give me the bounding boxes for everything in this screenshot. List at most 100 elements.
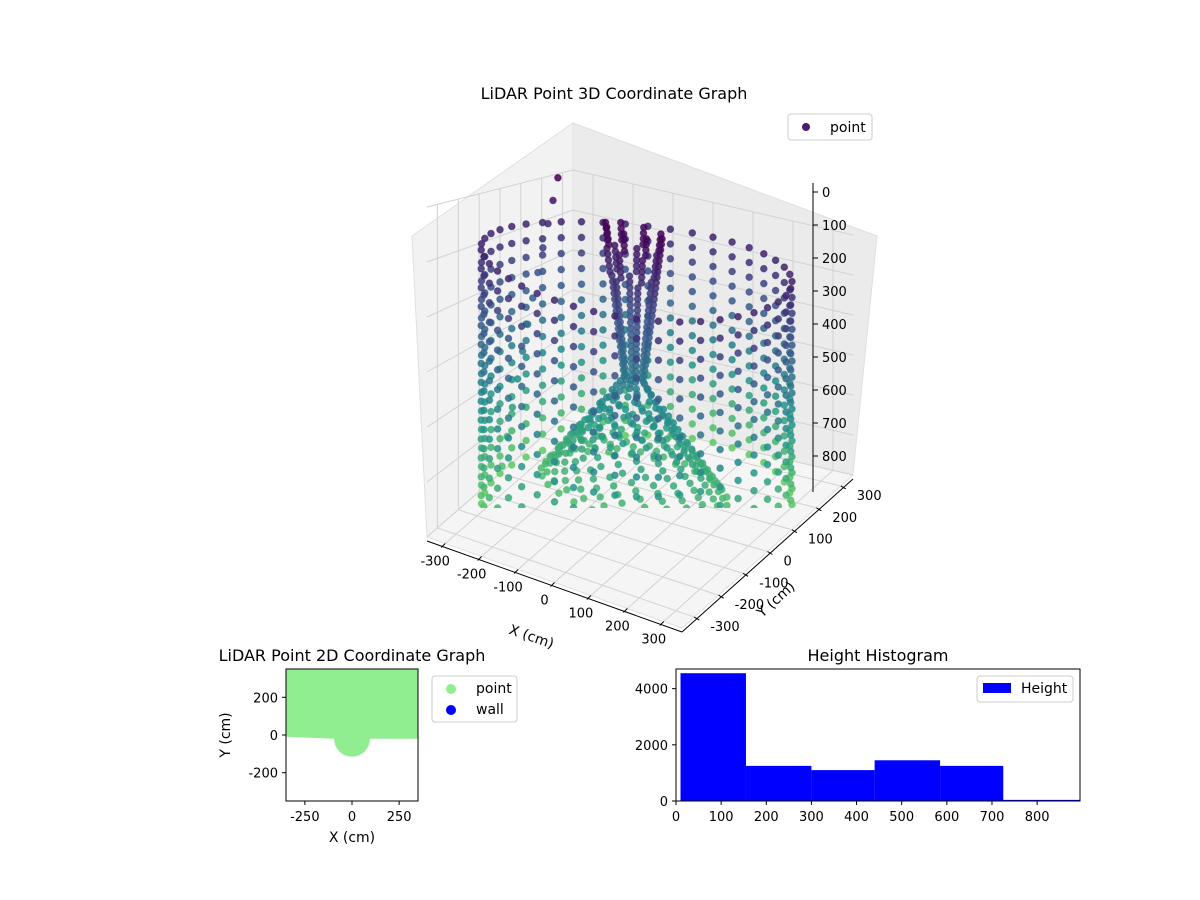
point-3d: [480, 483, 488, 492]
legend-wall-swatch: [446, 705, 456, 715]
point-3d: [782, 374, 790, 383]
point-3d: [750, 326, 758, 335]
y-tick-3d: [693, 616, 700, 621]
point-3d: [611, 491, 619, 500]
x-tick-3d: [623, 608, 628, 613]
point-3d: [696, 317, 705, 326]
point-3d: [618, 499, 626, 508]
point-3d: [709, 365, 717, 374]
point-3d: [654, 453, 663, 462]
point-3d: [745, 258, 754, 267]
point-3d: [481, 234, 489, 243]
plot-histogram: Height Histogram 0 100 200 300 400 500 600 700 8…: [635, 646, 1081, 825]
point-3d: [782, 458, 790, 466]
point-3d: [688, 243, 697, 252]
point-3d: [517, 382, 526, 391]
z-tick-label-3d: 100: [822, 219, 847, 234]
point-3d: [480, 368, 488, 376]
point-3d: [543, 468, 551, 476]
point-3d: [493, 287, 502, 295]
point-3d: [493, 326, 502, 335]
point-3d: [676, 337, 684, 346]
y-tick-label-3d: 300: [857, 489, 882, 504]
point-3d: [504, 454, 513, 462]
point-3d: [588, 505, 596, 508]
plot-3d: LiDAR Point 3D Coordinate Graph -300 -200…: [411, 84, 882, 652]
point-3d: [493, 484, 502, 493]
point-3d: [728, 370, 736, 379]
point-3d: [668, 426, 676, 434]
point-3d: [786, 463, 795, 472]
point-3d: [557, 393, 566, 401]
point-3d: [557, 409, 566, 417]
x-tick-label-hist: 600: [934, 810, 959, 825]
point-3d: [709, 380, 717, 388]
point-3d: [632, 315, 641, 324]
point-3d: [786, 496, 795, 505]
point-3d: [728, 311, 736, 320]
point-3d: [696, 355, 705, 364]
y-tick-label-3d: 200: [832, 511, 857, 526]
point-3d: [728, 282, 736, 291]
point-3d: [780, 278, 789, 287]
point-3d: [577, 327, 586, 335]
point-3d: [650, 422, 658, 430]
point-3d: [632, 433, 641, 442]
point-3d: [577, 311, 586, 320]
point-3d: [666, 402, 675, 411]
point-3d: [696, 487, 705, 496]
point-3d: [477, 473, 486, 481]
point-3d: [496, 243, 504, 251]
point-3d: [647, 391, 655, 400]
x-tick-label-3d: 200: [605, 620, 630, 635]
point-3d: [688, 331, 697, 340]
point-3d: [599, 326, 607, 334]
point-3d: [562, 449, 570, 458]
point-3d: [632, 374, 641, 383]
point-3d: [606, 443, 615, 452]
point-3d: [513, 375, 522, 383]
point-3d: [504, 434, 513, 442]
point-3d: [688, 302, 697, 311]
point-3d: [577, 280, 586, 289]
point-3d: [557, 377, 566, 385]
point-3d: [669, 482, 678, 490]
point-3d: [599, 264, 607, 273]
point-3d: [637, 465, 645, 474]
point-3d: [605, 405, 614, 413]
point-3d: [780, 263, 789, 272]
point-3d: [589, 468, 598, 476]
point-3d: [640, 429, 649, 437]
point-3d: [716, 390, 724, 398]
point-3d: [504, 494, 513, 502]
y-tick-label-3d: -300: [710, 620, 740, 635]
point-3d: [688, 273, 697, 281]
point-3d: [642, 444, 651, 452]
point-3d: [578, 427, 587, 436]
point-3d: [632, 493, 641, 501]
point-3d: [680, 460, 689, 468]
point-3d: [522, 270, 530, 278]
point-3d: [508, 403, 517, 412]
point-3d: [538, 365, 547, 373]
z-tick-label-3d: 500: [822, 351, 847, 366]
point-3d: [602, 393, 611, 402]
point-3d: [493, 306, 502, 315]
histogram-bar: [940, 765, 1004, 801]
point-3d: [589, 435, 597, 444]
point-3d: [676, 356, 684, 365]
point-3d: [734, 367, 742, 376]
point-3d: [589, 368, 598, 376]
point-3d: [632, 354, 641, 363]
point-3d: [709, 292, 717, 300]
point-3d: [782, 391, 790, 400]
point-3d: [654, 395, 663, 404]
plot-2d: LiDAR Point 2D Coordinate Graph -250 0 250…: [218, 646, 518, 846]
point-3d: [688, 317, 697, 325]
point-3d: [508, 256, 516, 265]
point-3d: [522, 220, 530, 228]
point-3d: [750, 397, 758, 406]
point-3d: [786, 301, 795, 309]
point-3d: [688, 287, 697, 296]
point-3d: [750, 308, 758, 317]
